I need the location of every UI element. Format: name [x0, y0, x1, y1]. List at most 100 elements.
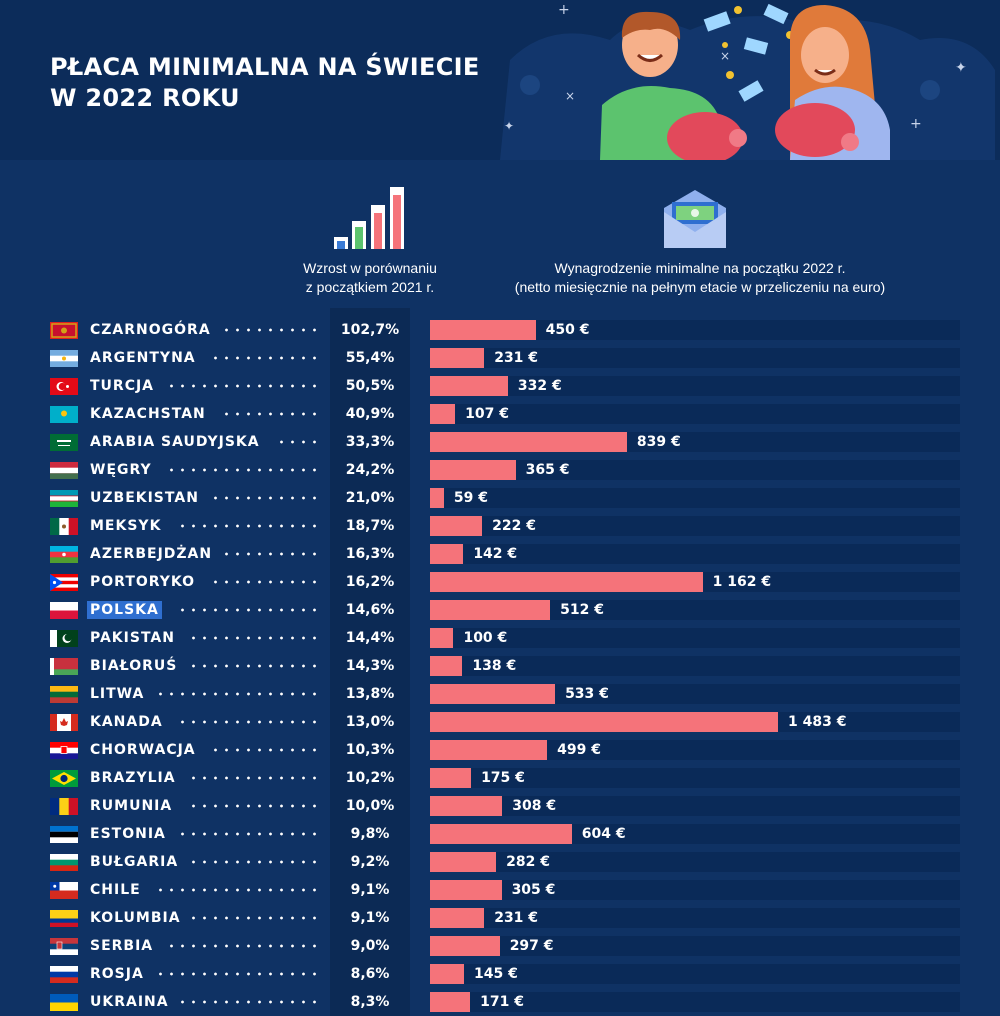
wage-value-label: 231 €: [494, 910, 539, 926]
country-flag-icon: [50, 322, 78, 339]
leader-dots: [155, 686, 320, 702]
wage-value-label: 839 €: [636, 434, 681, 450]
chart-row: POLSKA 14,6% 512 €: [0, 600, 1000, 620]
country-flag-icon: [50, 910, 78, 927]
people-with-piggy-banks-illustration: + × ✦ ✦ × +: [500, 2, 995, 160]
wage-value-label: 1 483 €: [788, 714, 847, 730]
wage-value-label: 297 €: [509, 938, 554, 954]
chart-row: ESTONIA 9,8% 604 €: [0, 824, 1000, 844]
chart-row: WĘGRY 24,2% 365 €: [0, 460, 1000, 480]
growth-value: 21,0%: [345, 490, 395, 506]
leader-dots: [177, 994, 320, 1010]
bar-track: [430, 768, 960, 788]
growth-chart-icon: [334, 187, 404, 249]
leader-dots: [177, 518, 320, 534]
wage-header-line-2: (netto miesięcznie na pełnym etacie w pr…: [514, 279, 886, 295]
wage-value-label: 604 €: [581, 826, 626, 842]
wage-bar: [430, 712, 778, 732]
svg-text:+: +: [558, 2, 570, 18]
wage-value-label: 512 €: [560, 602, 604, 618]
growth-value: 9,1%: [350, 882, 390, 898]
country-flag-icon: [50, 350, 78, 367]
growth-value: 14,4%: [345, 630, 395, 646]
country-label: PAKISTAN: [90, 630, 175, 646]
growth-value: 13,8%: [345, 686, 395, 702]
growth-value: 16,3%: [345, 546, 395, 562]
country-flag-icon: [50, 574, 78, 591]
wage-bar: [430, 460, 516, 480]
country-flag-icon: [50, 826, 78, 843]
country-flag-icon: [50, 882, 78, 899]
chart-row: KAZACHSTAN 40,9% 107 €: [0, 404, 1000, 424]
wage-bar: [430, 740, 548, 760]
growth-value: 13,0%: [345, 714, 395, 730]
wage-value-label: 282 €: [506, 854, 551, 870]
wage-value-label: 107 €: [465, 406, 509, 422]
chart-row: SERBIA 9,0% 297 €: [0, 936, 1000, 956]
country-flag-icon: [50, 434, 78, 451]
growth-header-line-2: z początkiem 2021 r.: [305, 279, 435, 295]
country-label: UZBEKISTAN: [90, 490, 199, 506]
country-label: WĘGRY: [90, 462, 152, 478]
wage-bar: [430, 824, 572, 844]
wage-bar: [430, 852, 497, 872]
title-line-2: W 2022 ROKU: [50, 84, 240, 112]
country-flag-icon: [50, 658, 78, 675]
chart-row: UZBEKISTAN 21,0% 59 €: [0, 488, 1000, 508]
leader-dots: [188, 770, 320, 786]
growth-value: 8,3%: [350, 994, 390, 1010]
chart-row: ARGENTYNA 55,4% 231 €: [0, 348, 1000, 368]
wage-value-label: 1 162 €: [712, 574, 772, 590]
bar-track: [430, 460, 960, 480]
growth-value: 33,3%: [345, 434, 395, 450]
country-flag-icon: [50, 406, 78, 423]
bar-track: [430, 488, 960, 508]
country-flag-icon: [50, 462, 78, 479]
country-label: ARGENTYNA: [90, 350, 196, 366]
header-banner: PŁACA MINIMALNA NA ŚWIECIE W 2022 ROKU +…: [0, 0, 1000, 160]
growth-value: 10,2%: [345, 770, 395, 786]
wage-bar: [430, 880, 502, 900]
chart-row: PAKISTAN 14,4% 100 €: [0, 628, 1000, 648]
chart-row: RUMUNIA 10,0% 308 €: [0, 796, 1000, 816]
wage-bar: [430, 908, 485, 928]
wage-bar: [430, 992, 471, 1012]
chart-row: BUŁGARIA 9,2% 282 €: [0, 852, 1000, 872]
wage-value-label: 499 €: [557, 742, 601, 758]
growth-value: 14,3%: [345, 658, 395, 674]
wage-bar: [430, 796, 503, 816]
country-flag-icon: [50, 966, 78, 983]
wage-bar: [430, 656, 463, 676]
bar-track: [430, 740, 960, 760]
growth-value: 9,2%: [350, 854, 390, 870]
growth-column-header: Wzrost w porównaniu z początkiem 2021 r.: [280, 259, 460, 297]
country-flag-icon: [50, 798, 78, 815]
wage-bar: [430, 320, 536, 340]
svg-text:×: ×: [720, 49, 730, 63]
leader-dots: [188, 658, 320, 674]
growth-value: 10,0%: [345, 798, 395, 814]
country-flag-icon: [50, 742, 78, 759]
chart-row: AZERBEJDŻAN 16,3% 142 €: [0, 544, 1000, 564]
wage-bar: [430, 684, 556, 704]
svg-text:+: +: [910, 116, 922, 132]
bar-track: [430, 348, 960, 368]
country-label: CZARNOGÓRA: [90, 322, 211, 338]
country-label: RUMUNIA: [90, 798, 173, 814]
bar-track: [430, 908, 960, 928]
leader-dots: [221, 546, 320, 562]
chart-row: CHORWACJA 10,3% 499 €: [0, 740, 1000, 760]
wage-value-label: 59 €: [453, 490, 488, 506]
bar-track: [430, 656, 960, 676]
leader-dots: [188, 798, 320, 814]
wage-value-label: 231 €: [494, 350, 539, 366]
envelope-money-icon: [664, 190, 726, 248]
bar-track: [430, 544, 960, 564]
chart-row: TURCJA 50,5% 332 €: [0, 376, 1000, 396]
title-line-1: PŁACA MINIMALNA NA ŚWIECIE: [50, 53, 480, 81]
svg-text:×: ×: [565, 89, 575, 103]
country-label: BUŁGARIA: [90, 854, 179, 870]
leader-dots: [188, 630, 320, 646]
country-flag-icon: [50, 686, 78, 703]
bar-track: [430, 992, 960, 1012]
